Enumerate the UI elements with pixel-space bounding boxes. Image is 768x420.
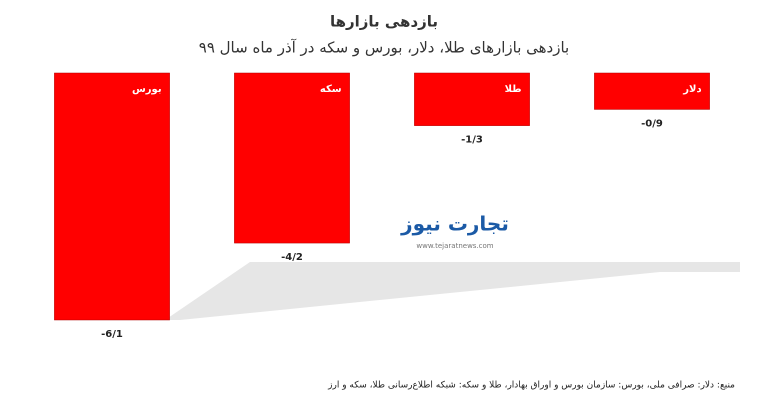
- value-label: -1/3: [461, 135, 483, 146]
- bar: [594, 72, 710, 110]
- category-label: دلار: [682, 84, 701, 95]
- floor-shadow: [165, 262, 740, 320]
- category-label: بورس: [132, 84, 162, 95]
- source-note: منبع: دلار: صرافی ملی، بورس: سازمان بورس…: [327, 381, 735, 391]
- logo-url: www.tejaratnews.com: [416, 242, 493, 250]
- chart-title: بازدهی بازارها: [330, 13, 438, 31]
- bar: [414, 72, 530, 126]
- value-label: -0/9: [641, 118, 663, 129]
- value-label: -6/1: [101, 329, 123, 340]
- bar: [234, 72, 350, 244]
- logo-text: تجارت نیوز: [400, 212, 509, 236]
- category-label: سکه: [320, 84, 342, 95]
- value-label: -4/2: [281, 252, 303, 263]
- category-label: طلا: [505, 84, 522, 95]
- bar: [54, 72, 170, 321]
- chart-subtitle: بازدهی بازارهای طلا، دلار، بورس و سکه در…: [199, 39, 569, 57]
